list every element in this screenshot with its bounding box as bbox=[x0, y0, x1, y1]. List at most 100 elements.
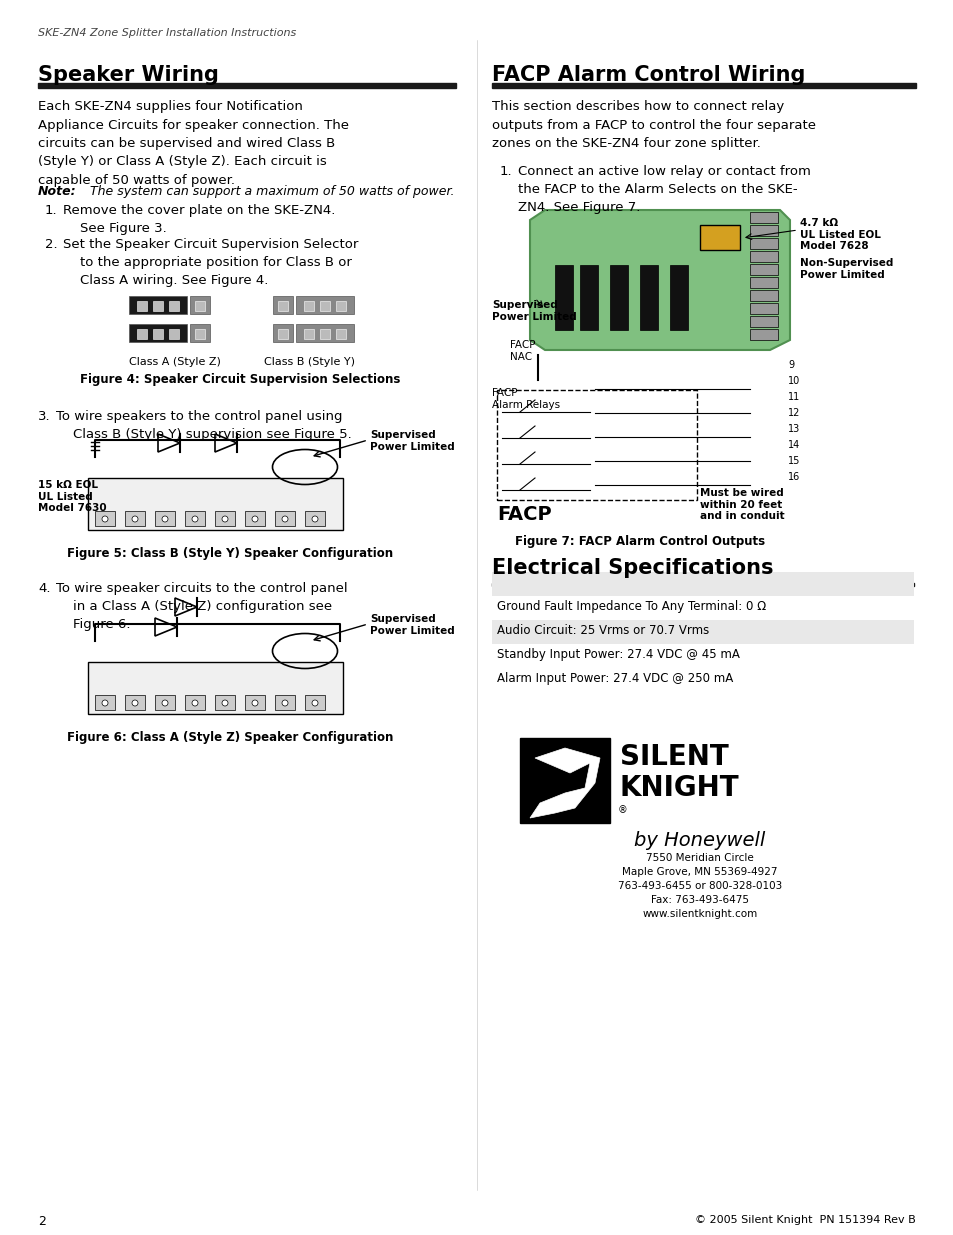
Text: 4.: 4. bbox=[38, 582, 51, 595]
Bar bbox=[492, 643, 913, 668]
Bar bbox=[245, 511, 265, 526]
Bar bbox=[95, 511, 115, 526]
Text: Supervised
Power Limited: Supervised Power Limited bbox=[492, 300, 577, 321]
Ellipse shape bbox=[222, 516, 228, 522]
Polygon shape bbox=[530, 748, 599, 818]
Bar bbox=[129, 324, 187, 342]
Ellipse shape bbox=[102, 700, 108, 706]
Text: 15 kΩ EOL
UL Listed
Model 7630: 15 kΩ EOL UL Listed Model 7630 bbox=[38, 480, 107, 514]
Polygon shape bbox=[174, 598, 196, 616]
Text: 1.: 1. bbox=[45, 204, 57, 217]
Text: Alarm Input Power: 27.4 VDC @ 250 mA: Alarm Input Power: 27.4 VDC @ 250 mA bbox=[497, 672, 733, 685]
Text: SILENT
KNIGHT: SILENT KNIGHT bbox=[619, 743, 739, 803]
Bar bbox=[245, 695, 265, 710]
Text: 2.: 2. bbox=[45, 238, 57, 251]
Bar bbox=[88, 662, 343, 714]
Bar bbox=[319, 301, 330, 311]
Bar bbox=[185, 695, 205, 710]
Bar bbox=[190, 296, 210, 314]
Bar bbox=[335, 301, 346, 311]
Bar bbox=[95, 695, 115, 710]
Ellipse shape bbox=[312, 700, 317, 706]
Bar bbox=[749, 225, 778, 236]
Bar bbox=[749, 290, 778, 301]
Ellipse shape bbox=[282, 700, 288, 706]
Text: Standby Input Power: 27.4 VDC @ 45 mA: Standby Input Power: 27.4 VDC @ 45 mA bbox=[497, 648, 740, 661]
Text: Non-Supervised
Power Limited: Non-Supervised Power Limited bbox=[800, 258, 892, 279]
Bar bbox=[335, 329, 346, 338]
Text: To wire speakers to the control panel using
    Class B (Style Y) supervision se: To wire speakers to the control panel us… bbox=[56, 410, 352, 441]
Ellipse shape bbox=[162, 516, 168, 522]
Bar bbox=[492, 572, 913, 597]
Bar bbox=[152, 329, 163, 338]
Ellipse shape bbox=[192, 700, 198, 706]
Bar bbox=[749, 329, 778, 340]
Text: 10: 10 bbox=[787, 375, 800, 387]
Bar bbox=[154, 695, 174, 710]
Text: The system can support a maximum of 50 watts of power.: The system can support a maximum of 50 w… bbox=[82, 185, 454, 198]
Bar bbox=[154, 511, 174, 526]
Bar bbox=[277, 301, 288, 311]
Text: FACP
Alarm Relays: FACP Alarm Relays bbox=[492, 388, 559, 410]
Text: Electrical Specifications: Electrical Specifications bbox=[492, 558, 773, 578]
Text: Note:: Note: bbox=[38, 185, 76, 198]
Polygon shape bbox=[530, 210, 789, 350]
Bar bbox=[749, 264, 778, 275]
Bar bbox=[304, 329, 314, 338]
Text: Supervised
Power Limited: Supervised Power Limited bbox=[370, 430, 455, 452]
Text: Figure 6: Class A (Style Z) Speaker Configuration: Figure 6: Class A (Style Z) Speaker Conf… bbox=[67, 731, 393, 743]
Text: Class B (Style Y): Class B (Style Y) bbox=[264, 357, 355, 367]
Bar bbox=[88, 478, 343, 530]
Bar bbox=[700, 225, 740, 249]
Bar bbox=[749, 238, 778, 249]
Bar bbox=[273, 324, 293, 342]
Text: 1.: 1. bbox=[499, 165, 512, 178]
Bar bbox=[169, 301, 179, 311]
Bar bbox=[273, 296, 293, 314]
Text: 763-493-6455 or 800-328-0103: 763-493-6455 or 800-328-0103 bbox=[618, 881, 781, 890]
Text: 16: 16 bbox=[787, 472, 800, 482]
Bar bbox=[555, 266, 573, 330]
Bar bbox=[492, 83, 915, 88]
Bar bbox=[38, 83, 456, 88]
Polygon shape bbox=[158, 433, 180, 452]
Bar bbox=[609, 266, 627, 330]
Text: 2: 2 bbox=[38, 1215, 46, 1228]
Ellipse shape bbox=[222, 700, 228, 706]
Bar bbox=[274, 511, 294, 526]
Text: 7550 Meridian Circle: 7550 Meridian Circle bbox=[645, 853, 753, 863]
Text: 3.: 3. bbox=[38, 410, 51, 424]
Bar bbox=[749, 303, 778, 314]
Bar bbox=[295, 324, 354, 342]
Bar bbox=[194, 301, 205, 311]
Bar bbox=[277, 329, 288, 338]
Ellipse shape bbox=[132, 700, 138, 706]
Bar bbox=[185, 511, 205, 526]
Bar bbox=[749, 212, 778, 224]
Bar bbox=[497, 390, 697, 500]
Ellipse shape bbox=[252, 700, 257, 706]
Bar bbox=[749, 251, 778, 262]
Text: Fax: 763-493-6475: Fax: 763-493-6475 bbox=[650, 895, 748, 905]
Bar bbox=[214, 511, 234, 526]
Text: by Honeywell: by Honeywell bbox=[634, 831, 765, 850]
Text: Figure 5: Class B (Style Y) Speaker Configuration: Figure 5: Class B (Style Y) Speaker Conf… bbox=[67, 547, 393, 559]
Bar bbox=[639, 266, 658, 330]
Text: 15: 15 bbox=[787, 456, 800, 466]
Text: 4.7 kΩ
UL Listed EOL
Model 7628: 4.7 kΩ UL Listed EOL Model 7628 bbox=[800, 219, 880, 251]
Text: ®: ® bbox=[618, 805, 627, 815]
Text: Speaker Wiring: Speaker Wiring bbox=[38, 65, 218, 85]
Text: Connect an active low relay or contact from
the FACP to the Alarm Selects on the: Connect an active low relay or contact f… bbox=[517, 165, 810, 214]
Text: Class A (Style Z): Class A (Style Z) bbox=[129, 357, 221, 367]
Bar bbox=[669, 266, 687, 330]
Text: Maple Grove, MN 55369-4927: Maple Grove, MN 55369-4927 bbox=[621, 867, 777, 877]
Text: To wire speaker circuits to the control panel
    in a Class A (Style Z) configu: To wire speaker circuits to the control … bbox=[56, 582, 347, 631]
Bar bbox=[492, 597, 913, 620]
Bar bbox=[137, 329, 147, 338]
Text: Must be wired
within 20 feet
and in conduit: Must be wired within 20 feet and in cond… bbox=[700, 488, 783, 521]
Bar bbox=[194, 329, 205, 338]
Text: Figure 4: Speaker Circuit Supervision Selections: Figure 4: Speaker Circuit Supervision Se… bbox=[80, 373, 399, 387]
Bar bbox=[129, 296, 187, 314]
Text: www.silentknight.com: www.silentknight.com bbox=[641, 909, 757, 919]
Text: Each SKE-ZN4 supplies four Notification
Appliance Circuits for speaker connectio: Each SKE-ZN4 supplies four Notification … bbox=[38, 100, 349, 186]
